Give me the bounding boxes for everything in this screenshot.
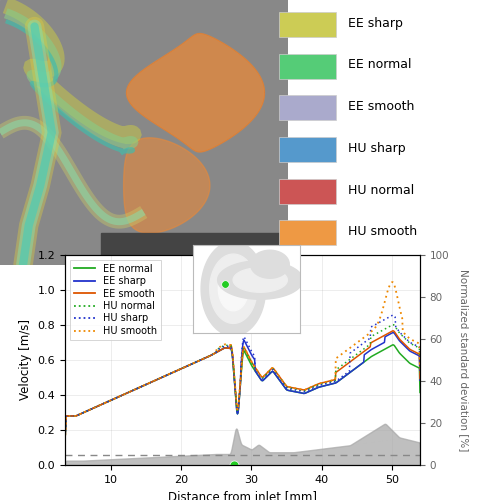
- FancyBboxPatch shape: [280, 137, 336, 162]
- Text: EE smooth: EE smooth: [348, 100, 414, 113]
- Y-axis label: Normalized standard deviation [%]: Normalized standard deviation [%]: [459, 269, 469, 451]
- Text: HU sharp: HU sharp: [348, 142, 405, 155]
- Polygon shape: [250, 250, 289, 278]
- Polygon shape: [233, 268, 287, 292]
- Y-axis label: Velocity [m/s]: Velocity [m/s]: [19, 320, 32, 400]
- Polygon shape: [201, 242, 266, 336]
- FancyBboxPatch shape: [280, 12, 336, 37]
- Text: EE normal: EE normal: [348, 58, 411, 71]
- Legend: EE normal, EE sharp, EE smooth, HU normal, HU sharp, HU smooth: EE normal, EE sharp, EE smooth, HU norma…: [70, 260, 161, 340]
- FancyBboxPatch shape: [280, 54, 336, 78]
- FancyBboxPatch shape: [280, 220, 336, 246]
- Polygon shape: [126, 34, 264, 152]
- X-axis label: Distance from inlet [mm]: Distance from inlet [mm]: [168, 490, 317, 500]
- Text: HU normal: HU normal: [348, 184, 414, 196]
- Polygon shape: [124, 138, 210, 233]
- Bar: [100, 233, 288, 265]
- FancyBboxPatch shape: [280, 96, 336, 120]
- FancyBboxPatch shape: [280, 179, 336, 204]
- Text: EE sharp: EE sharp: [348, 17, 403, 30]
- Text: HU smooth: HU smooth: [348, 225, 416, 238]
- Polygon shape: [210, 254, 257, 324]
- Polygon shape: [218, 266, 248, 311]
- Polygon shape: [218, 261, 303, 299]
